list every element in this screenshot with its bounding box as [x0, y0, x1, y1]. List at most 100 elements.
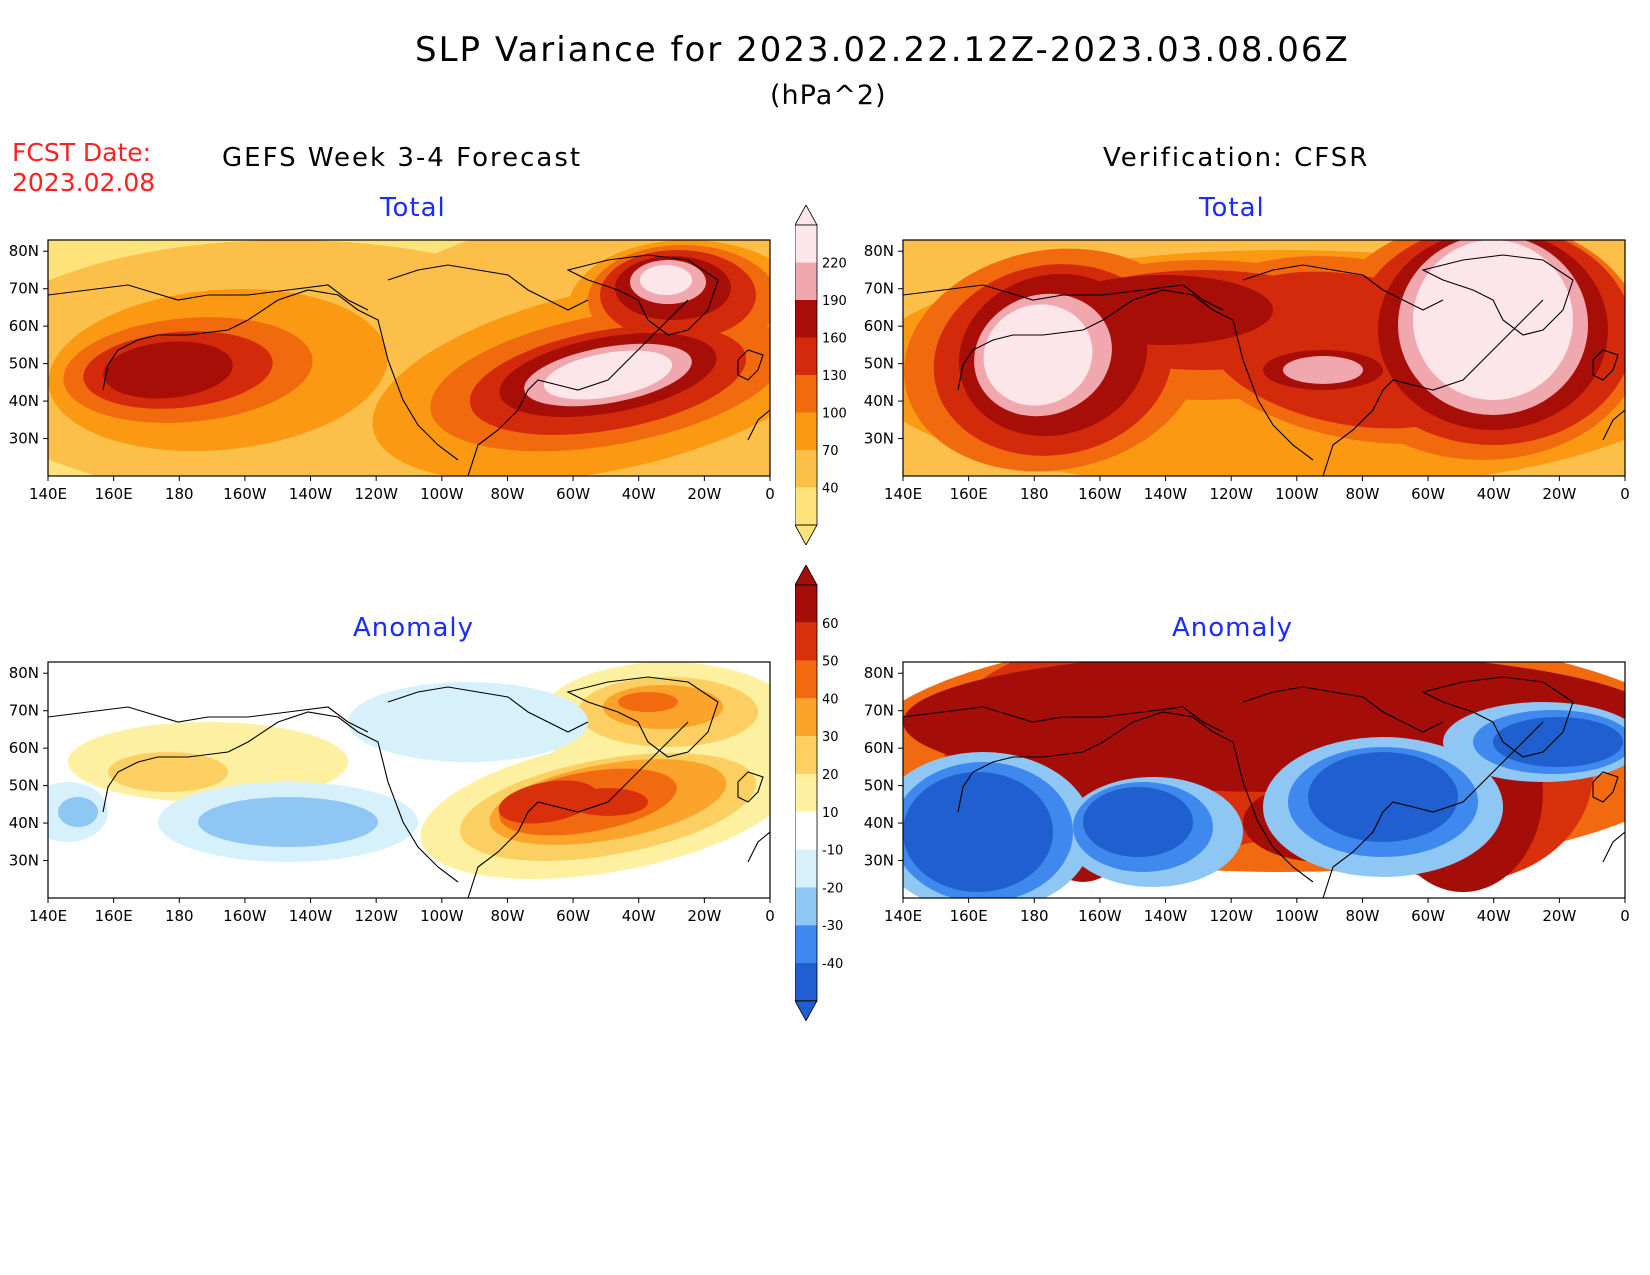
- lon-tick-label: 20W: [1542, 907, 1576, 925]
- colorbar-arrow-bottom: [794, 524, 818, 546]
- lon-tick-label: 60W: [556, 907, 590, 925]
- lat-tick-label: 70N: [9, 280, 39, 298]
- lon-tick-label: 140W: [1144, 907, 1188, 925]
- shaded-contour: [1083, 787, 1193, 857]
- lat-tick-label: 60N: [9, 317, 39, 335]
- lon-tick-label: 40W: [622, 485, 656, 503]
- lat-tick-label: 80N: [9, 242, 39, 260]
- colorbar-outline: [794, 584, 818, 1002]
- colorbar-segment: [795, 622, 817, 661]
- colorbar-level-label: 100: [822, 407, 847, 422]
- lon-tick-label: 80W: [490, 485, 524, 503]
- colorbar-level-label: 130: [822, 369, 847, 384]
- colorbar-segment: [795, 887, 817, 926]
- forecast-total-map: 140E 160E 180 160W 140W 120W 100W 80W 60W 40W 20W 0…: [0, 239, 780, 511]
- colorbar-segment: [795, 337, 817, 375]
- lat-tick-label: 40N: [864, 814, 894, 832]
- colorbar-segment: [795, 660, 817, 699]
- coastline: [737, 349, 764, 381]
- lon-tick-label: 100W: [1275, 485, 1319, 503]
- colorbar-level-label: -20: [822, 881, 843, 896]
- lon-tick-label: 160E: [95, 485, 133, 503]
- coastline: [102, 289, 459, 461]
- colorbar-segment: [795, 487, 817, 525]
- coastline: [1322, 721, 1544, 898]
- lon-tick-label: 100W: [1275, 907, 1319, 925]
- lon-tick-label: 0: [1620, 907, 1630, 925]
- subtitle-forecast-anomaly: Anomaly: [353, 613, 475, 643]
- coastline: [102, 711, 459, 883]
- lon-tick-label: 160W: [223, 485, 267, 503]
- coastline: [903, 706, 1224, 733]
- lat-tick-label: 30N: [9, 430, 39, 448]
- colorbar-level-label: 40: [822, 482, 839, 497]
- forecast-anomaly-map: 140E 160E 180 160W 140W 120W 100W 80W 60W 40W 20W 0…: [0, 661, 780, 933]
- coastline: [387, 686, 589, 733]
- figure-title: SLP Variance for 2023.02.22.12Z-2023.03.…: [415, 30, 1350, 70]
- lon-tick-label: 40W: [1477, 907, 1511, 925]
- coastline: [737, 771, 764, 803]
- lon-tick-label: 100W: [420, 485, 464, 503]
- lon-tick-label: 140W: [289, 907, 333, 925]
- anomaly-colorbar: -40 -30 -20 -10 10 20 30 40 50 60: [794, 564, 865, 1025]
- lon-tick-label: 140E: [884, 485, 922, 503]
- coastline: [1242, 686, 1444, 733]
- colorbar-level-label: -30: [822, 919, 843, 934]
- column-title-verification: Verification: CFSR: [1103, 143, 1370, 173]
- verification-total-map: 140E 160E 180 160W 140W 120W 100W 80W 60W 40W 20W 0…: [855, 239, 1635, 511]
- lat-tick-label: 50N: [864, 777, 894, 795]
- map-frame: [902, 661, 1626, 899]
- lon-tick-label: 140W: [1144, 485, 1188, 503]
- lat-tick-label: 70N: [9, 702, 39, 720]
- units-label: (hPa^2): [770, 80, 887, 111]
- coastline: [1602, 831, 1625, 863]
- colorbar-segment: [795, 450, 817, 488]
- coastline: [1242, 264, 1444, 311]
- subtitle-forecast-total: Total: [380, 193, 446, 223]
- shaded-contour: [1493, 717, 1623, 767]
- lon-tick-label: 0: [765, 907, 775, 925]
- colorbar-level-label: 220: [822, 257, 847, 272]
- colorbar-level-label: 190: [822, 294, 847, 309]
- lon-tick-label: 140W: [289, 485, 333, 503]
- shaded-contour: [58, 797, 98, 827]
- lon-tick-label: 160W: [223, 907, 267, 925]
- shaded-contour: [108, 752, 228, 792]
- map-frame: [47, 239, 771, 477]
- lon-tick-label: 160E: [95, 907, 133, 925]
- shaded-contour: [103, 341, 233, 399]
- lon-tick-label: 80W: [1345, 907, 1379, 925]
- colorbar-level-label: 30: [822, 730, 839, 745]
- shaded-contour: [543, 350, 673, 400]
- coastline: [1421, 254, 1574, 336]
- shaded-contour: [1308, 752, 1458, 842]
- fcst-date-value: 2023.02.08: [12, 168, 156, 197]
- lat-tick-label: 70N: [864, 280, 894, 298]
- lat-tick-label: 60N: [864, 317, 894, 335]
- coastline: [747, 409, 770, 441]
- subtitle-verification-total: Total: [1199, 193, 1265, 223]
- colorbar-segment: [795, 375, 817, 413]
- lon-tick-label: 120W: [354, 907, 398, 925]
- lon-tick-label: 100W: [420, 907, 464, 925]
- shaded-contour: [1413, 240, 1573, 400]
- lon-tick-label: 80W: [1345, 485, 1379, 503]
- coastline: [387, 264, 589, 311]
- lat-tick-label: 60N: [864, 739, 894, 757]
- map-frame: [902, 239, 1626, 477]
- colorbar-segment: [795, 925, 817, 963]
- lat-tick-label: 40N: [9, 392, 39, 410]
- lon-tick-label: 140E: [29, 907, 67, 925]
- lon-tick-label: 60W: [1411, 485, 1445, 503]
- colorbar-level-label: 20: [822, 768, 839, 783]
- coastline: [467, 721, 689, 898]
- lat-tick-label: 60N: [9, 739, 39, 757]
- colorbar-level-label: 70: [822, 444, 839, 459]
- colorbar-segment: [795, 225, 817, 263]
- colorbar-level-label: -10: [822, 844, 843, 859]
- lon-tick-label: 20W: [687, 485, 721, 503]
- shaded-contour: [348, 682, 588, 762]
- coastline: [48, 284, 369, 311]
- lon-tick-label: 60W: [556, 485, 590, 503]
- subtitle-verification-anomaly: Anomaly: [1172, 613, 1294, 643]
